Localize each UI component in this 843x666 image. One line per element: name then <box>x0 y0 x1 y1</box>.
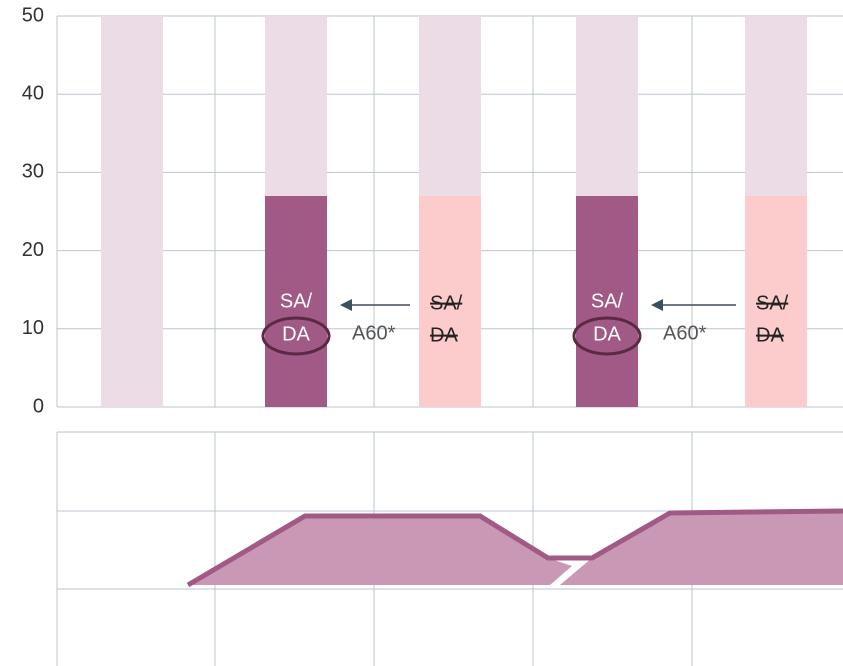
area <box>560 511 843 585</box>
y-tick-label: 50 <box>22 4 44 26</box>
bar-segment <box>745 195 807 407</box>
bar-segment <box>745 16 807 196</box>
bar-segment <box>265 16 327 196</box>
highlight-ellipse <box>572 316 642 356</box>
arrow-label: A60* <box>663 322 707 344</box>
bar-segment <box>265 195 327 407</box>
bar-segment <box>576 16 638 196</box>
bar-segment <box>576 195 638 407</box>
struck-label: DA <box>756 324 784 346</box>
bar-segment <box>419 16 481 196</box>
arrow-head <box>340 299 352 311</box>
bar-segment <box>101 16 163 407</box>
bar-segment <box>419 195 481 407</box>
y-tick-label: 30 <box>22 161 44 183</box>
arrow-label: A60* <box>352 322 396 344</box>
area-line <box>186 508 843 588</box>
arrow-head <box>651 299 663 311</box>
bar-label: DA <box>593 323 621 345</box>
bar-label: SA/ <box>591 290 624 312</box>
bar-label: SA/ <box>280 290 313 312</box>
lower-panel <box>56 431 843 666</box>
y-tick-label: 10 <box>22 317 44 339</box>
struck-label: SA/ <box>756 292 789 314</box>
highlight-ellipse <box>261 316 331 356</box>
struck-label: SA/ <box>430 292 463 314</box>
y-tick-label: 20 <box>22 239 44 261</box>
y-tick-label: 40 <box>22 82 44 104</box>
area <box>188 516 572 585</box>
struck-label: DA <box>430 324 458 346</box>
bar-label: DA <box>282 323 310 345</box>
y-tick-label: 0 <box>33 395 44 417</box>
